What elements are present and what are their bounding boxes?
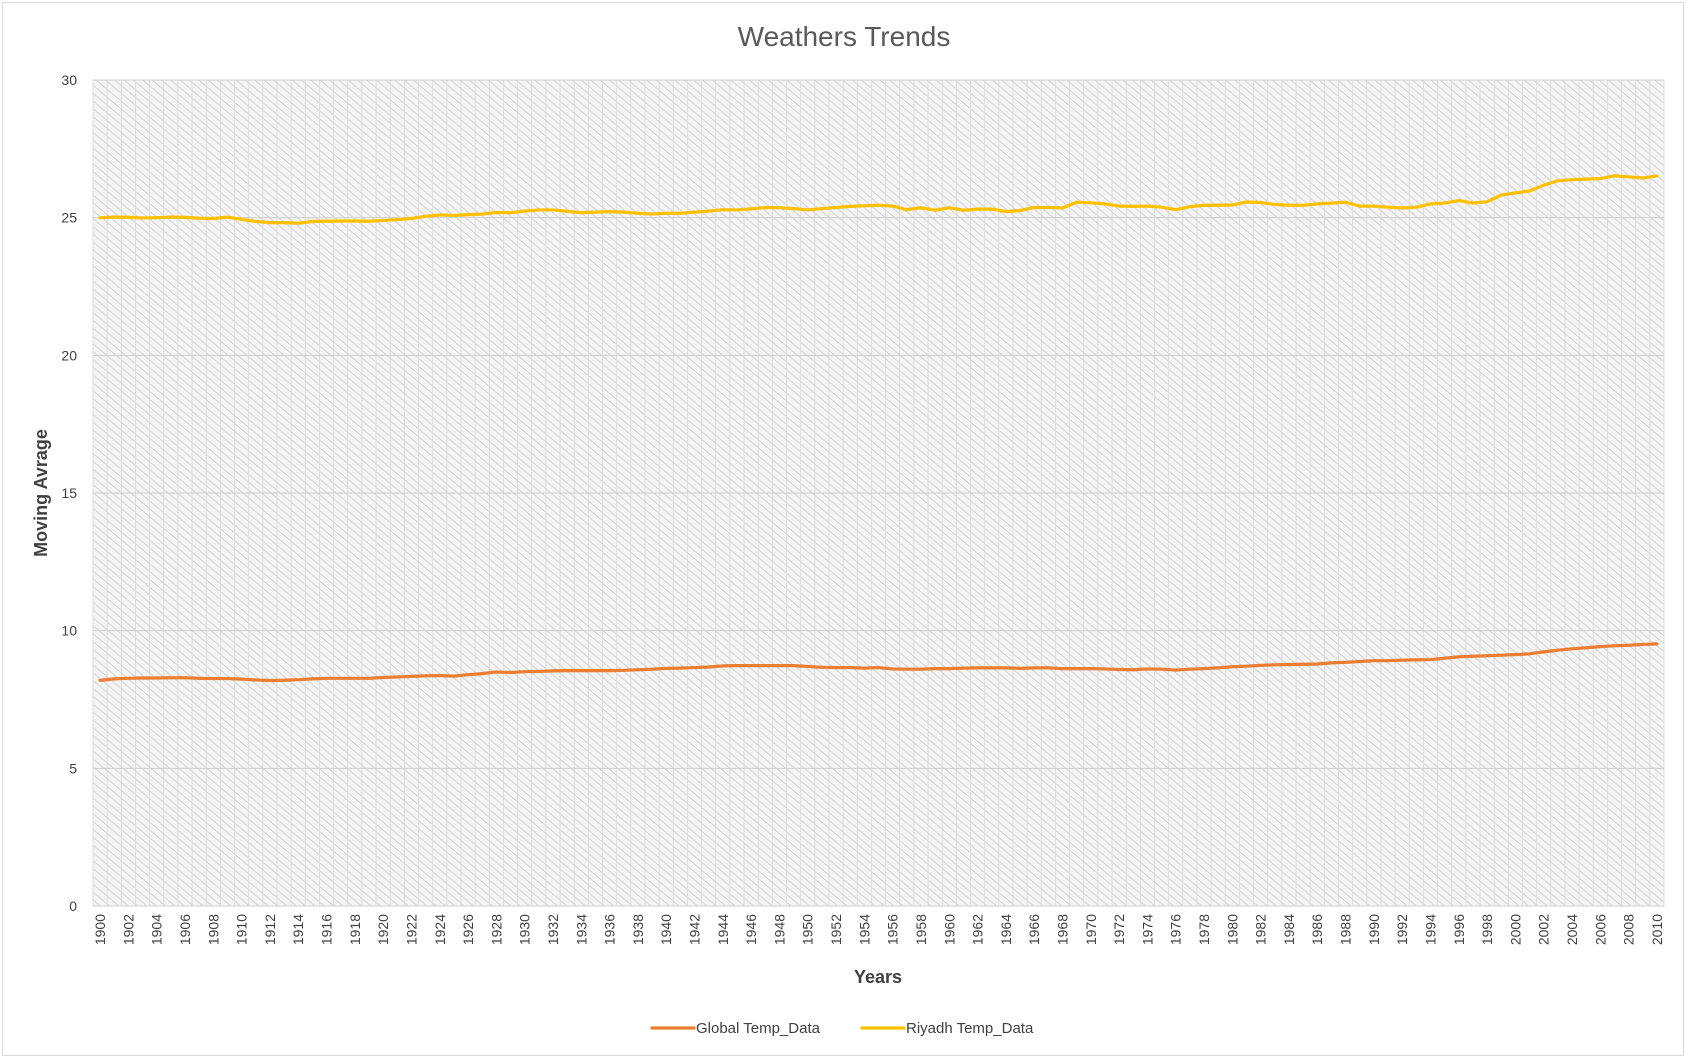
legend-label: Global Temp_Data [696, 1020, 821, 1037]
x-tick-label: 1988 [1338, 914, 1354, 945]
x-tick-label: 1962 [970, 914, 986, 945]
x-tick-label: 1968 [1054, 914, 1070, 945]
x-tick-label: 2006 [1592, 914, 1608, 945]
x-tick-label: 1958 [913, 914, 929, 945]
x-tick-label: 1976 [1168, 914, 1184, 945]
y-axis-ticks: 0 5 10 15 20 25 30 [61, 72, 77, 914]
y-tick-label: 10 [61, 623, 77, 639]
x-tick-label: 1936 [602, 914, 618, 945]
x-tick-label: 1918 [347, 914, 363, 945]
x-tick-label: 1982 [1253, 914, 1269, 945]
x-tick-label: 1946 [743, 914, 759, 945]
y-tick-label: 30 [61, 72, 77, 88]
x-tick-label: 1938 [630, 914, 646, 945]
x-tick-label: 1960 [941, 914, 957, 945]
x-tick-label: 1900 [92, 914, 108, 945]
x-tick-label: 1934 [573, 914, 589, 945]
x-axis-ticks: 1900 1902 1904 1906 1908 1910 1912 1914 1916 1918… [92, 914, 1665, 945]
x-tick-label: 1922 [403, 914, 419, 945]
x-tick-label: 1932 [545, 914, 561, 945]
x-tick-label: 2000 [1507, 914, 1523, 945]
x-tick-label: 1964 [998, 914, 1014, 945]
series-line-global [98, 642, 1659, 683]
x-tick-label: 1908 [205, 914, 221, 945]
x-tick-label: 1984 [1281, 914, 1297, 945]
x-tick-label: 1910 [234, 914, 250, 945]
x-tick-label: 1940 [658, 914, 674, 945]
y-tick-label: 5 [69, 760, 77, 776]
x-tick-label: 1978 [1196, 914, 1212, 945]
legend: Global Temp_Data Riyadh Temp_Data [650, 1020, 1034, 1037]
x-tick-label: 1990 [1366, 914, 1382, 945]
x-tick-label: 1928 [488, 914, 504, 945]
x-tick-label: 1926 [460, 914, 476, 945]
x-tick-label: 1992 [1394, 914, 1410, 945]
x-tick-label: 1996 [1451, 914, 1467, 945]
x-tick-label: 1998 [1479, 914, 1495, 945]
x-axis-title: Years [854, 967, 902, 987]
x-tick-label: 1948 [771, 914, 787, 945]
y-axis-title: Moving Avrage [31, 429, 51, 557]
x-tick-label: 1904 [149, 914, 165, 945]
x-tick-label: 1912 [262, 914, 278, 945]
x-tick-label: 1902 [120, 914, 136, 945]
x-tick-label: 1924 [432, 914, 448, 945]
series-lines [98, 174, 1659, 683]
x-tick-label: 1980 [1224, 914, 1240, 945]
x-tick-label: 1942 [687, 914, 703, 945]
chart-title: Weathers Trends [738, 21, 951, 52]
x-tick-label: 1954 [856, 914, 872, 945]
x-tick-label: 1966 [1026, 914, 1042, 945]
x-tick-label: 1920 [375, 914, 391, 945]
x-tick-label: 1994 [1422, 914, 1438, 945]
x-tick-label: 1906 [177, 914, 193, 945]
x-tick-label: 1974 [1139, 914, 1155, 945]
x-tick-label: 1944 [715, 914, 731, 945]
x-tick-label: 1914 [290, 914, 306, 945]
x-tick-label: 1950 [800, 914, 816, 945]
x-tick-label: 2004 [1564, 914, 1580, 945]
x-tick-label: 1916 [319, 914, 335, 945]
x-tick-label: 2002 [1536, 914, 1552, 945]
x-tick-label: 1952 [828, 914, 844, 945]
x-tick-label: 1930 [517, 914, 533, 945]
y-tick-label: 15 [61, 485, 77, 501]
y-tick-label: 25 [61, 210, 77, 226]
x-tick-label: 2008 [1621, 914, 1637, 945]
y-tick-label: 0 [69, 898, 77, 914]
x-tick-label: 1970 [1083, 914, 1099, 945]
legend-label: Riyadh Temp_Data [906, 1020, 1034, 1037]
x-tick-label: 1972 [1111, 914, 1127, 945]
y-tick-label: 20 [61, 347, 77, 363]
x-tick-label: 2010 [1649, 914, 1665, 945]
series-line-riyadh [98, 174, 1659, 225]
x-tick-label: 1956 [885, 914, 901, 945]
x-tick-label: 1986 [1309, 914, 1325, 945]
